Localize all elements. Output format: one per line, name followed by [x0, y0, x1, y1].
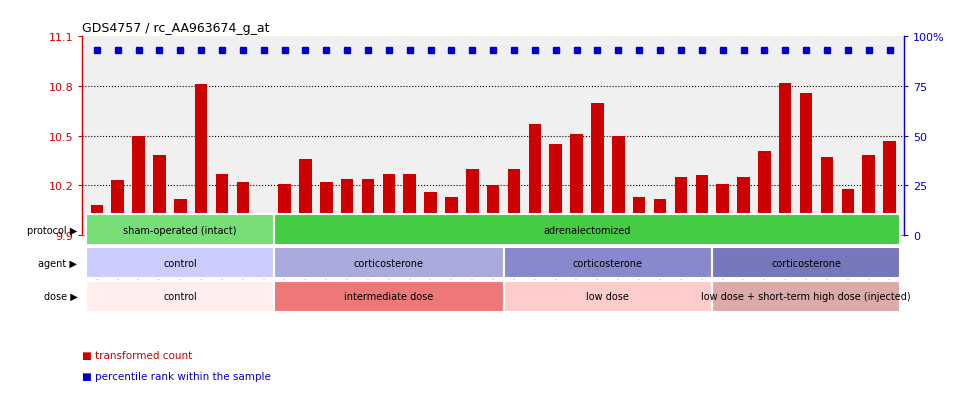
Text: ■ percentile rank within the sample: ■ percentile rank within the sample — [82, 371, 271, 381]
Bar — [591, 103, 603, 235]
Bar — [132, 136, 145, 235]
Bar — [91, 206, 103, 235]
Bar — [841, 189, 854, 235]
Text: agent ▶: agent ▶ — [39, 258, 77, 268]
Text: corticosterone: corticosterone — [354, 258, 424, 268]
Bar — [466, 169, 479, 235]
Bar — [194, 85, 207, 235]
Bar — [425, 192, 437, 235]
Bar — [695, 176, 708, 235]
Bar — [445, 197, 457, 235]
Bar — [549, 145, 562, 235]
Bar — [153, 156, 165, 235]
Bar — [883, 141, 895, 235]
Bar — [612, 136, 625, 235]
Text: low dose: low dose — [586, 291, 630, 301]
Bar — [362, 179, 374, 235]
Bar — [800, 93, 812, 235]
Bar — [257, 230, 270, 235]
Bar — [675, 178, 688, 235]
Bar — [341, 179, 353, 235]
Bar — [779, 83, 792, 235]
Text: control: control — [163, 291, 197, 301]
Text: adrenalectomized: adrenalectomized — [543, 225, 630, 235]
Text: protocol ▶: protocol ▶ — [27, 225, 77, 235]
Bar — [571, 135, 583, 235]
Bar — [299, 159, 311, 235]
Bar — [737, 178, 749, 235]
Text: sham-operated (intact): sham-operated (intact) — [124, 225, 237, 235]
Bar — [278, 184, 291, 235]
Text: GDS4757 / rc_AA963674_g_at: GDS4757 / rc_AA963674_g_at — [82, 21, 270, 35]
Bar — [216, 174, 228, 235]
Text: ■ transformed count: ■ transformed count — [82, 350, 192, 360]
Bar — [633, 197, 645, 235]
Bar — [863, 156, 875, 235]
Bar — [758, 151, 771, 235]
Text: intermediate dose: intermediate dose — [344, 291, 433, 301]
Text: corticosterone: corticosterone — [771, 258, 841, 268]
Bar — [529, 125, 542, 235]
Bar — [174, 199, 187, 235]
Bar — [508, 169, 520, 235]
Bar — [403, 174, 416, 235]
Bar — [383, 174, 396, 235]
Text: dose ▶: dose ▶ — [44, 291, 77, 301]
Bar — [821, 158, 834, 235]
Bar — [487, 186, 499, 235]
Bar — [654, 199, 666, 235]
Text: corticosterone: corticosterone — [572, 258, 643, 268]
Text: low dose + short-term high dose (injected): low dose + short-term high dose (injecte… — [701, 291, 911, 301]
Bar — [237, 183, 249, 235]
Bar — [320, 183, 333, 235]
Bar — [717, 184, 729, 235]
Bar — [111, 181, 124, 235]
Text: control: control — [163, 258, 197, 268]
